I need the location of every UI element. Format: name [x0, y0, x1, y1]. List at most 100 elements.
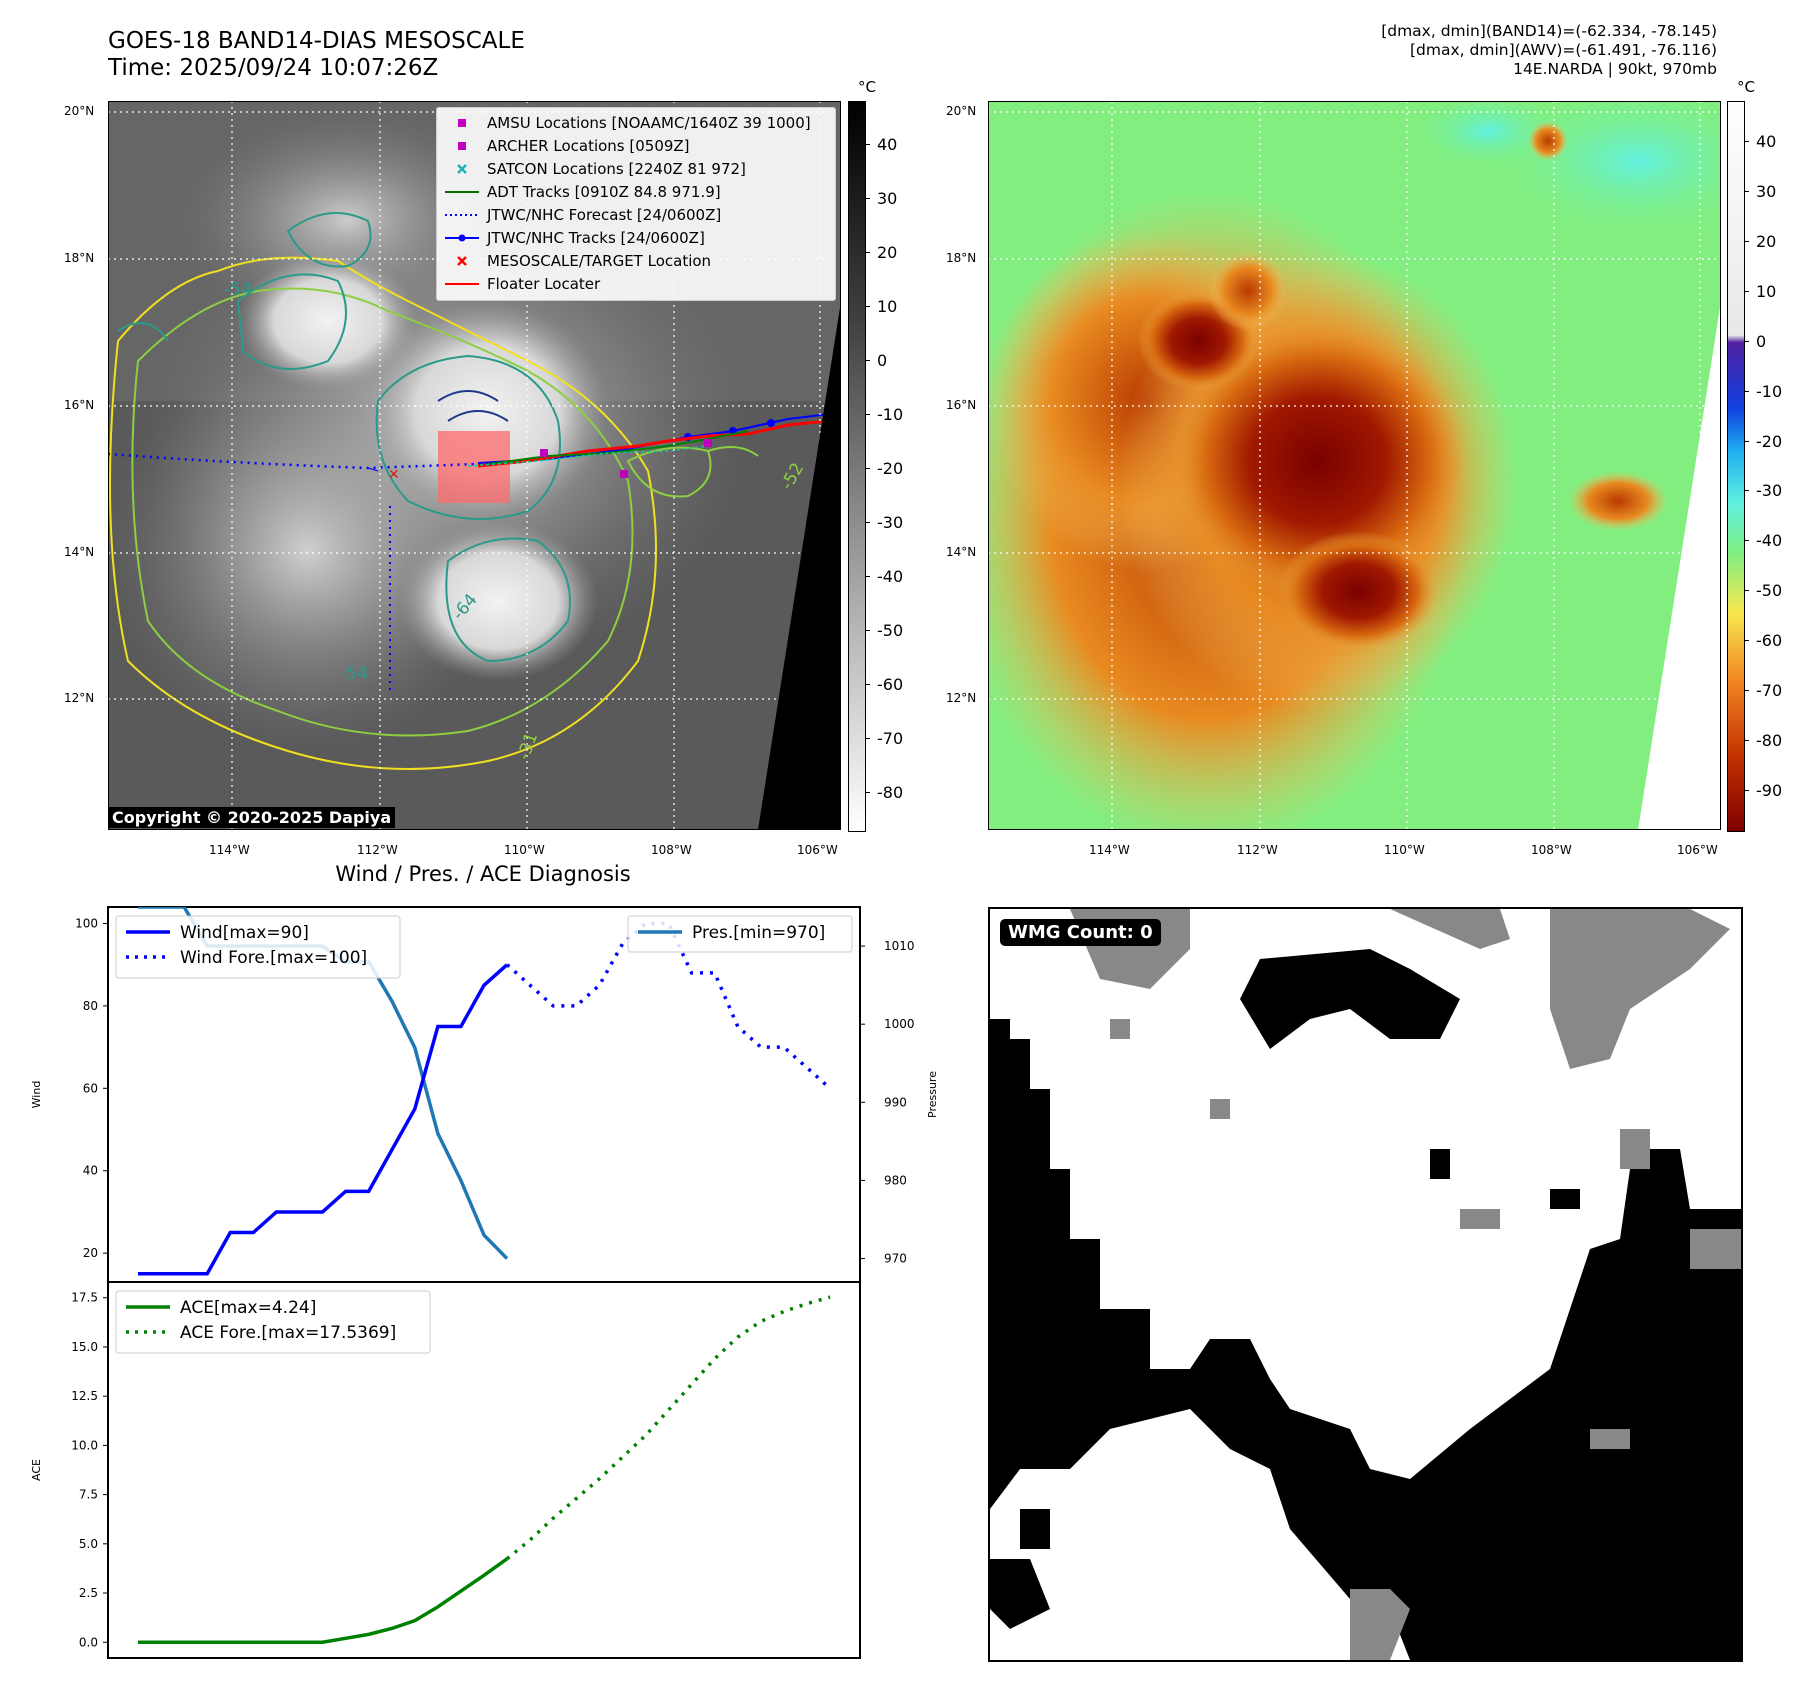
- colorbar-tick-label: -40: [1756, 531, 1783, 551]
- lat-label: 12°N: [64, 691, 95, 705]
- lon-label: 108°W: [651, 843, 692, 857]
- colorbar-tick-label: 20: [1756, 231, 1777, 251]
- colorbar-tick-label: 40: [877, 135, 898, 155]
- legend-item: ADT Tracks [0910Z 84.8 971.9]: [437, 181, 835, 203]
- legend-item: MESOSCALE/TARGET Location: [437, 250, 835, 272]
- colorbar-tick-label: -10: [877, 405, 904, 425]
- legend-item: JTWC/NHC Forecast [24/0600Z]: [437, 204, 835, 226]
- color-map-panel: [948, 81, 1788, 851]
- contour-label: -54: [340, 664, 368, 684]
- colorbar-tick-label: 10: [877, 297, 898, 317]
- legend-item: SATCON Locations [2240Z 81 972]: [437, 158, 835, 180]
- pressure-tick-label: 980: [884, 1173, 907, 1187]
- ace-axes-frame: [107, 1281, 861, 1659]
- wmg-count-label: WMG Count: 0: [1000, 919, 1161, 946]
- lat-label: 14°N: [64, 545, 95, 559]
- legend-label: AMSU Locations [NOAAMC/1640Z 39 1000]: [487, 114, 811, 132]
- color-map-image: [948, 81, 1788, 851]
- legend-label: SATCON Locations [2240Z 81 972]: [487, 160, 746, 178]
- info-line-3: 14E.NARDA | 90kt, 970mb: [1513, 60, 1717, 78]
- colorbar-tick: [1744, 240, 1749, 242]
- colorbar-tick-label: -50: [877, 621, 904, 641]
- wind-line: [137, 963, 509, 1276]
- gray-colorbar-unit: °C: [858, 78, 876, 96]
- legend-marker-x: [457, 164, 467, 174]
- ace-forecast-line: [505, 1295, 831, 1561]
- lat-label: 18°N: [64, 251, 95, 265]
- colorbar-tick-label: -40: [877, 567, 904, 587]
- ace-axis-label: ACE: [30, 1459, 43, 1481]
- contour-label: -54: [224, 280, 252, 300]
- ace-legend: ACE[max=4.24] ACE Fore.[max=17.5369]: [115, 1290, 431, 1354]
- legend-item: JTWC/NHC Tracks [24/0600Z]: [437, 227, 835, 249]
- colorbar-tick: [865, 630, 870, 632]
- legend-label: Wind Fore.[max=100]: [180, 948, 367, 968]
- legend-marker-line-dot: [445, 234, 479, 242]
- info-line-1: [dmax, dmin](BAND14)=(-62.334, -78.145): [1381, 22, 1717, 40]
- colorbar-tick: [1744, 440, 1749, 442]
- colorbar-tick: [1744, 290, 1749, 292]
- pressure-legend: Pres.[min=970]: [627, 915, 853, 953]
- colorbar-tick-label: -20: [877, 459, 904, 479]
- colorbar-tick-label: 40: [1756, 131, 1777, 151]
- lat-label: 18°N: [946, 251, 977, 265]
- colorbar-tick: [1744, 690, 1749, 692]
- ace-line: [137, 1557, 509, 1645]
- wind-tick-label: 100: [75, 916, 98, 930]
- colorbar-tick: [1744, 390, 1749, 392]
- colorbar-tick: [865, 360, 870, 362]
- copyright-label: Copyright © 2020-2025 Dapiya: [108, 807, 396, 828]
- lon-label: 114°W: [1089, 843, 1130, 857]
- lat-label: 20°N: [64, 104, 95, 118]
- lon-label: 114°W: [209, 843, 250, 857]
- ace-tick-label: 5.0: [79, 1537, 98, 1551]
- colorbar-tick-label: -70: [877, 729, 904, 749]
- legend-marker-line: [445, 191, 479, 193]
- colorbar-tick-label: 0: [877, 351, 888, 371]
- map-legend: AMSU Locations [NOAAMC/1640Z 39 1000] ARC…: [436, 107, 836, 301]
- legend-label: JTWC/NHC Tracks [24/0600Z]: [487, 229, 705, 247]
- colorbar-tick: [865, 306, 870, 308]
- legend-marker-x: [457, 256, 467, 266]
- colorbar-tick-label: 10: [1756, 281, 1777, 301]
- storm-info: [dmax, dmin](BAND14)=(-62.334, -78.145) …: [1381, 22, 1717, 79]
- lat-label: 14°N: [946, 545, 977, 559]
- ace-tick-label: 12.5: [71, 1389, 98, 1403]
- colorbar-tick-label: -80: [1756, 731, 1783, 751]
- colorbar-tick: [1744, 190, 1749, 192]
- colorbar-tick-label: 20: [877, 243, 898, 263]
- colorbar-tick: [1744, 790, 1749, 792]
- wind-tick-label: 40: [83, 1164, 98, 1178]
- legend-label: MESOSCALE/TARGET Location: [487, 252, 712, 270]
- pressure-tick-label: 1000: [884, 1017, 915, 1031]
- colorbar-tick: [1744, 340, 1749, 342]
- legend-label: Floater Locater: [487, 275, 601, 293]
- colorbar-tick: [1744, 740, 1749, 742]
- legend-label: Wind[max=90]: [180, 923, 309, 943]
- colorbar-tick-label: -50: [1756, 581, 1783, 601]
- pressure-tick-label: 990: [884, 1095, 907, 1109]
- ace-tick-label: 10.0: [71, 1438, 98, 1452]
- colorbar-tick-label: 30: [877, 189, 898, 209]
- colorbar-tick-label: -10: [1756, 381, 1783, 401]
- title-line-2: Time: 2025/09/24 10:07:26Z: [108, 55, 439, 81]
- legend-label: Pres.[min=970]: [692, 923, 825, 943]
- wind-legend: Wind[max=90] Wind Fore.[max=100]: [115, 915, 401, 979]
- legend-item: AMSU Locations [NOAAMC/1640Z 39 1000]: [437, 112, 835, 134]
- legend-label: ACE[max=4.24]: [180, 1298, 316, 1318]
- ir-map-panel: -54 -64 -54 -31 -52 ✕: [107, 100, 842, 831]
- legend-item: ARCHER Locations [0509Z]: [437, 135, 835, 157]
- colorbar-tick: [1744, 140, 1749, 142]
- colorbar-tick: [865, 468, 870, 470]
- lon-label: 106°W: [1677, 843, 1718, 857]
- legend-label: ARCHER Locations [0509Z]: [487, 137, 690, 155]
- legend-marker-line: [445, 283, 479, 285]
- legend-marker-dotted: [445, 214, 479, 216]
- ace-tick-label: 17.5: [71, 1291, 98, 1305]
- colorbar-tick: [865, 684, 870, 686]
- lon-label: 106°W: [797, 843, 838, 857]
- pressure-tick-label: 1010: [884, 939, 915, 953]
- colorbar-tick-label: -70: [1756, 681, 1783, 701]
- colorbar-tick-label: -80: [877, 783, 904, 803]
- colorbar-tick: [1744, 640, 1749, 642]
